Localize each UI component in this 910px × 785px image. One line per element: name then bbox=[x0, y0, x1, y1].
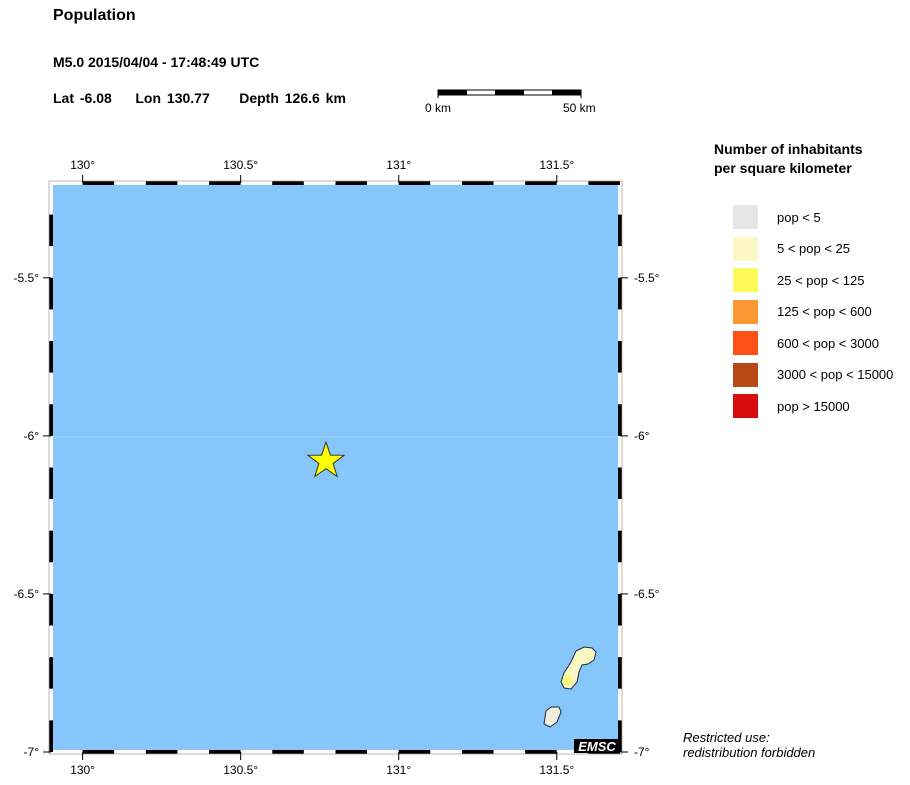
legend-item: pop > 15000 bbox=[733, 394, 850, 418]
lat-tick-label-left: -6° bbox=[23, 428, 39, 443]
lon-tick-label-top: 131.5° bbox=[539, 158, 575, 172]
legend-swatch bbox=[733, 362, 758, 387]
legend-swatch bbox=[733, 299, 758, 324]
ocean bbox=[51, 183, 620, 752]
lat-tick-label-left: -7° bbox=[23, 745, 39, 759]
legend-item: 3000 < pop < 15000 bbox=[733, 362, 894, 387]
emsc-logo-text: EMSC bbox=[578, 739, 616, 754]
usage-note-line: redistribution forbidden bbox=[683, 745, 816, 760]
usage-note: Restricted use: redistribution forbidden bbox=[683, 730, 815, 760]
legend-label: 5 < pop < 25 bbox=[777, 241, 851, 256]
legend-label: pop > 15000 bbox=[777, 398, 850, 414]
event-depth: Depth 126.6 km bbox=[239, 90, 346, 106]
island bbox=[543, 706, 562, 728]
emsc-logo bbox=[574, 739, 620, 753]
scale-end-label: 50 km bbox=[563, 101, 596, 115]
map-frame bbox=[43, 175, 628, 760]
lat-tick-label-right: -6.5° bbox=[634, 586, 660, 601]
island-group bbox=[543, 646, 597, 728]
legend-label: pop < 5 bbox=[777, 209, 821, 225]
legend-title: Number of inhabitants per square kilomet… bbox=[714, 140, 863, 178]
lon-tick-label-top: 131° bbox=[386, 158, 412, 172]
star-icon bbox=[306, 440, 346, 478]
legend-label: 3000 < pop < 15000 bbox=[777, 367, 894, 382]
event-lon: Lon 130.77 bbox=[135, 90, 210, 106]
legend-swatch bbox=[733, 205, 758, 229]
lat-tick-label-right: -6° bbox=[634, 428, 650, 443]
lon-tick-label-bottom: 130.5° bbox=[223, 763, 259, 777]
legend-swatch bbox=[733, 268, 758, 292]
scale-start-label: 0 km bbox=[425, 101, 452, 115]
event-coordinates: Lat -6.08 Lon 130.77 Depth 126.6 km bbox=[53, 90, 346, 106]
legend-item: 600 < pop < 3000 bbox=[733, 331, 879, 355]
legend-label: 25 < pop < 125 bbox=[777, 272, 865, 288]
lon-tick-label-bottom: 131° bbox=[386, 763, 412, 777]
legend-item: 5 < pop < 25 bbox=[733, 236, 851, 261]
event-summary: M5.0 2015/04/04 - 17:48:49 UTC bbox=[53, 54, 260, 70]
legend-item: pop < 5 bbox=[733, 205, 821, 229]
event-lat: Lat -6.08 bbox=[53, 90, 112, 106]
legend-title-line: Number of inhabitants bbox=[714, 141, 863, 157]
legend-swatch bbox=[733, 236, 758, 261]
island-populated-area bbox=[563, 674, 573, 687]
legend-item: 125 < pop < 600 bbox=[733, 299, 872, 324]
lat-tick-label-left: -6.5° bbox=[13, 586, 39, 601]
lon-tick-label-bottom: 131.5° bbox=[539, 763, 575, 777]
legend-swatch bbox=[733, 331, 758, 355]
page-title: Population bbox=[53, 7, 136, 24]
legend-title-line: per square kilometer bbox=[714, 160, 852, 176]
lon-tick-label-top: 130° bbox=[70, 158, 96, 172]
lon-tick-label-bottom: 130° bbox=[70, 763, 96, 777]
legend-label: 125 < pop < 600 bbox=[777, 304, 872, 319]
lat-tick-label-right: -7° bbox=[634, 745, 650, 759]
legend-item: 25 < pop < 125 bbox=[733, 268, 864, 292]
lat-tick-label-left: -5.5° bbox=[13, 270, 39, 285]
lat-tick-label-right: -5.5° bbox=[634, 270, 660, 285]
frame-outline bbox=[48, 180, 623, 755]
lon-tick-label-top: 130.5° bbox=[223, 158, 259, 172]
legend-swatch bbox=[733, 394, 758, 418]
legend-label: 600 < pop < 3000 bbox=[777, 335, 879, 351]
usage-note-line: Restricted use: bbox=[683, 730, 770, 745]
